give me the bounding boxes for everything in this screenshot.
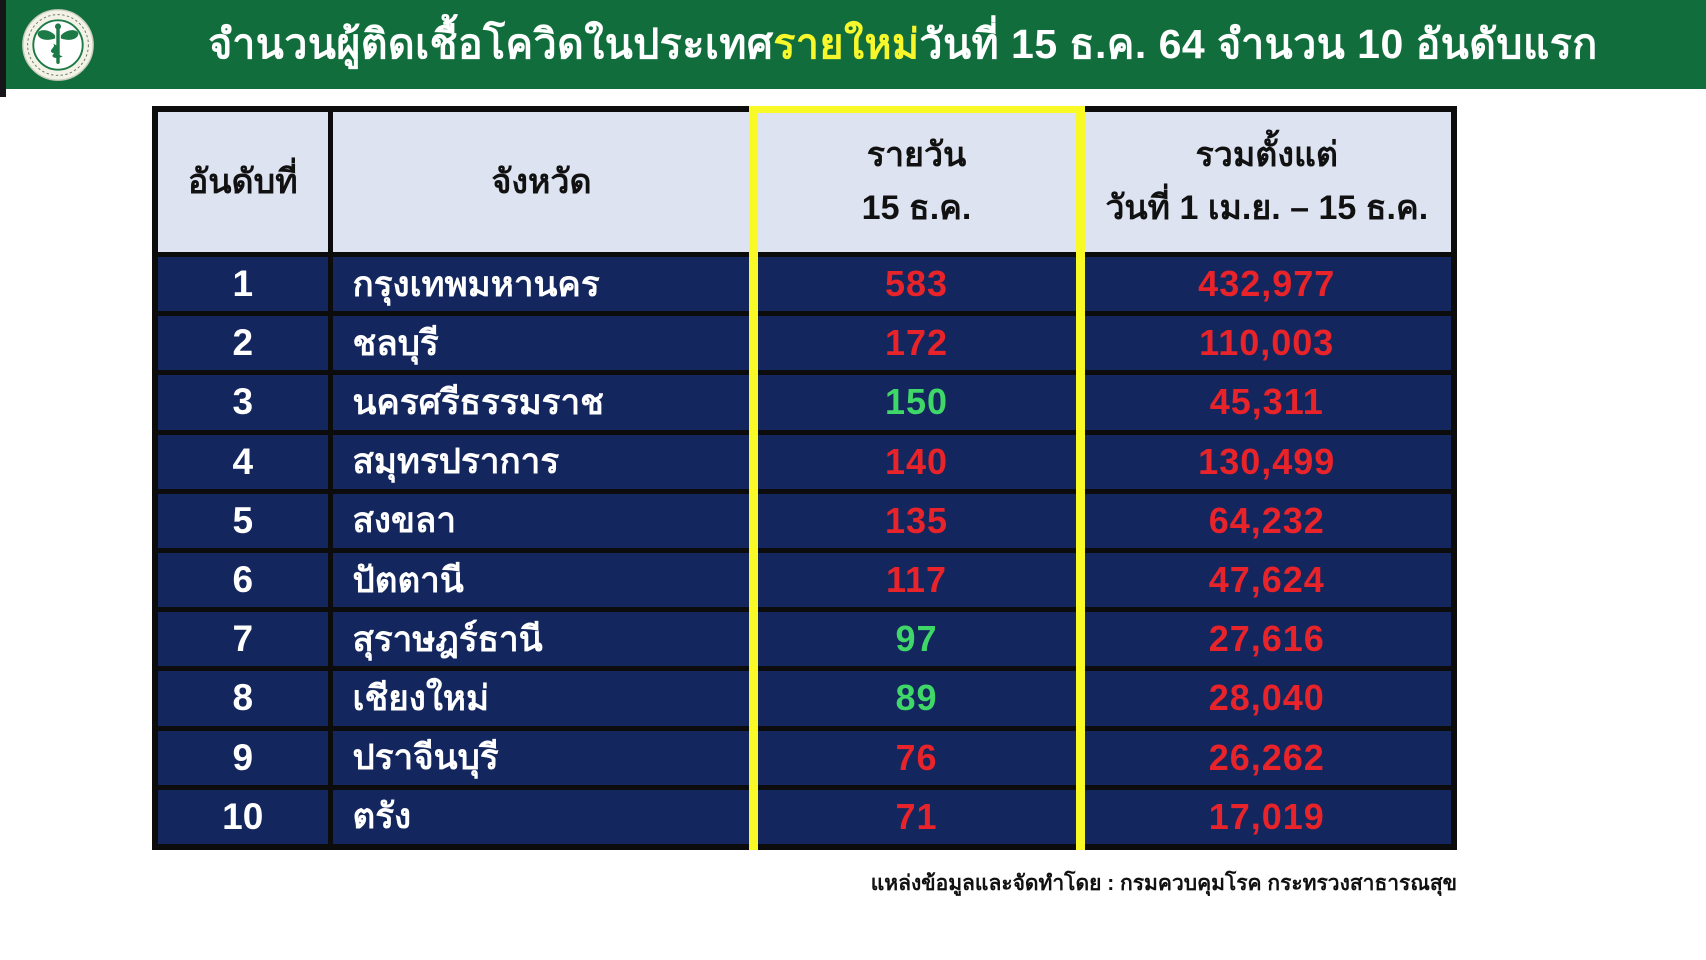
table-row-1-province: กรุงเทพมหานคร (332, 257, 751, 312)
table-grid: อันดับที่ จังหวัด รายวัน 15 ธ.ค. รวมตั้ง… (152, 106, 1457, 850)
table-row-10-daily: 71 (755, 789, 1078, 844)
table-row-6-rank: 6 (158, 552, 328, 608)
table-row-2-total: 110,003 (1082, 316, 1451, 371)
table-row-6-daily: 117 (755, 552, 1078, 608)
table-row-8-daily: 89 (755, 671, 1078, 726)
table-row-5-daily: 135 (755, 493, 1078, 548)
table-row-2-province: ชลบุรี (332, 316, 751, 371)
column-header-province: จังหวัด (332, 112, 751, 252)
daily-column-highlight-left (748, 106, 758, 850)
table-row-6-province: ปัตตานี (332, 552, 751, 608)
table-row-3-province: นครศรีธรรมราช (332, 375, 751, 430)
table-row-3-rank: 3 (158, 375, 328, 430)
ministry-of-public-health-logo-icon (20, 7, 96, 83)
table-row-8-rank: 8 (158, 671, 328, 726)
table-row-9-rank: 9 (158, 730, 328, 785)
table-row-5-total: 64,232 (1082, 493, 1451, 548)
table-row-3-total: 45,311 (1082, 375, 1451, 430)
table-row-9-total: 26,262 (1082, 730, 1451, 785)
table-row-8-total: 28,040 (1082, 671, 1451, 726)
left-edge-strip (0, 0, 6, 97)
table-row-9-province: ปราจีนบุรี (332, 730, 751, 785)
table-row-8-province: เชียงใหม่ (332, 671, 751, 726)
title-text-left: จำนวนผู้ติดเชื้อโควิดในประเทศ (208, 21, 774, 67)
table-row-6-total: 47,624 (1082, 552, 1451, 608)
table-row-5-province: สงขลา (332, 493, 751, 548)
column-header-daily: รายวัน 15 ธ.ค. (755, 112, 1078, 252)
table-row-1-daily: 583 (755, 257, 1078, 312)
table-row-4-total: 130,499 (1082, 434, 1451, 489)
column-header-total-line1: รวมตั้งแต่ (1195, 136, 1338, 175)
column-header-rank: อันดับที่ (158, 112, 328, 252)
title-highlight: รายใหม่ (773, 21, 920, 67)
table-row-7-province: สุราษฎร์ธานี (332, 612, 751, 667)
table-row-3-daily: 150 (755, 375, 1078, 430)
seal-icon (22, 9, 94, 81)
column-header-province-label: จังหวัด (491, 162, 592, 201)
table-row-9-daily: 76 (755, 730, 1078, 785)
column-header-total: รวมตั้งแต่ วันที่ 1 เม.ย. – 15 ธ.ค. (1082, 112, 1451, 252)
table-row-7-daily: 97 (755, 612, 1078, 667)
covid-top10-table: อันดับที่ จังหวัด รายวัน 15 ธ.ค. รวมตั้ง… (152, 106, 1457, 850)
table-row-1-total: 432,977 (1082, 257, 1451, 312)
table-row-4-province: สมุทรปราการ (332, 434, 751, 489)
title-text-right: วันที่ 15 ธ.ค. 64 จำนวน 10 อันดับแรก (919, 21, 1598, 67)
table-row-2-daily: 172 (755, 316, 1078, 371)
source-credit: แหล่งข้อมูลและจัดทำโดย : กรมควบคุมโรค กร… (870, 872, 1457, 895)
table-row-4-rank: 4 (158, 434, 328, 489)
daily-column-highlight-top (748, 106, 1085, 113)
column-header-rank-label: อันดับที่ (187, 162, 298, 201)
column-header-total-line2: วันที่ 1 เม.ย. – 15 ธ.ค. (1105, 189, 1429, 227)
header-bar: จำนวนผู้ติดเชื้อโควิดในประเทศ รายใหม่ วัน… (0, 0, 1706, 97)
table-row-10-province: ตรัง (332, 789, 751, 844)
table-row-4-daily: 140 (755, 434, 1078, 489)
table-row-2-rank: 2 (158, 316, 328, 371)
page-title: จำนวนผู้ติดเชื้อโควิดในประเทศ รายใหม่ วัน… (130, 0, 1676, 89)
table-row-10-rank: 10 (158, 789, 328, 844)
table-row-5-rank: 5 (158, 493, 328, 548)
column-header-daily-line2: 15 ธ.ค. (861, 189, 972, 227)
table-row-10-total: 17,019 (1082, 789, 1451, 844)
table-row-7-rank: 7 (158, 612, 328, 667)
table-row-1-rank: 1 (158, 257, 328, 312)
daily-column-highlight-right (1075, 106, 1085, 850)
column-header-daily-line1: รายวัน (866, 136, 967, 175)
table-row-7-total: 27,616 (1082, 612, 1451, 667)
